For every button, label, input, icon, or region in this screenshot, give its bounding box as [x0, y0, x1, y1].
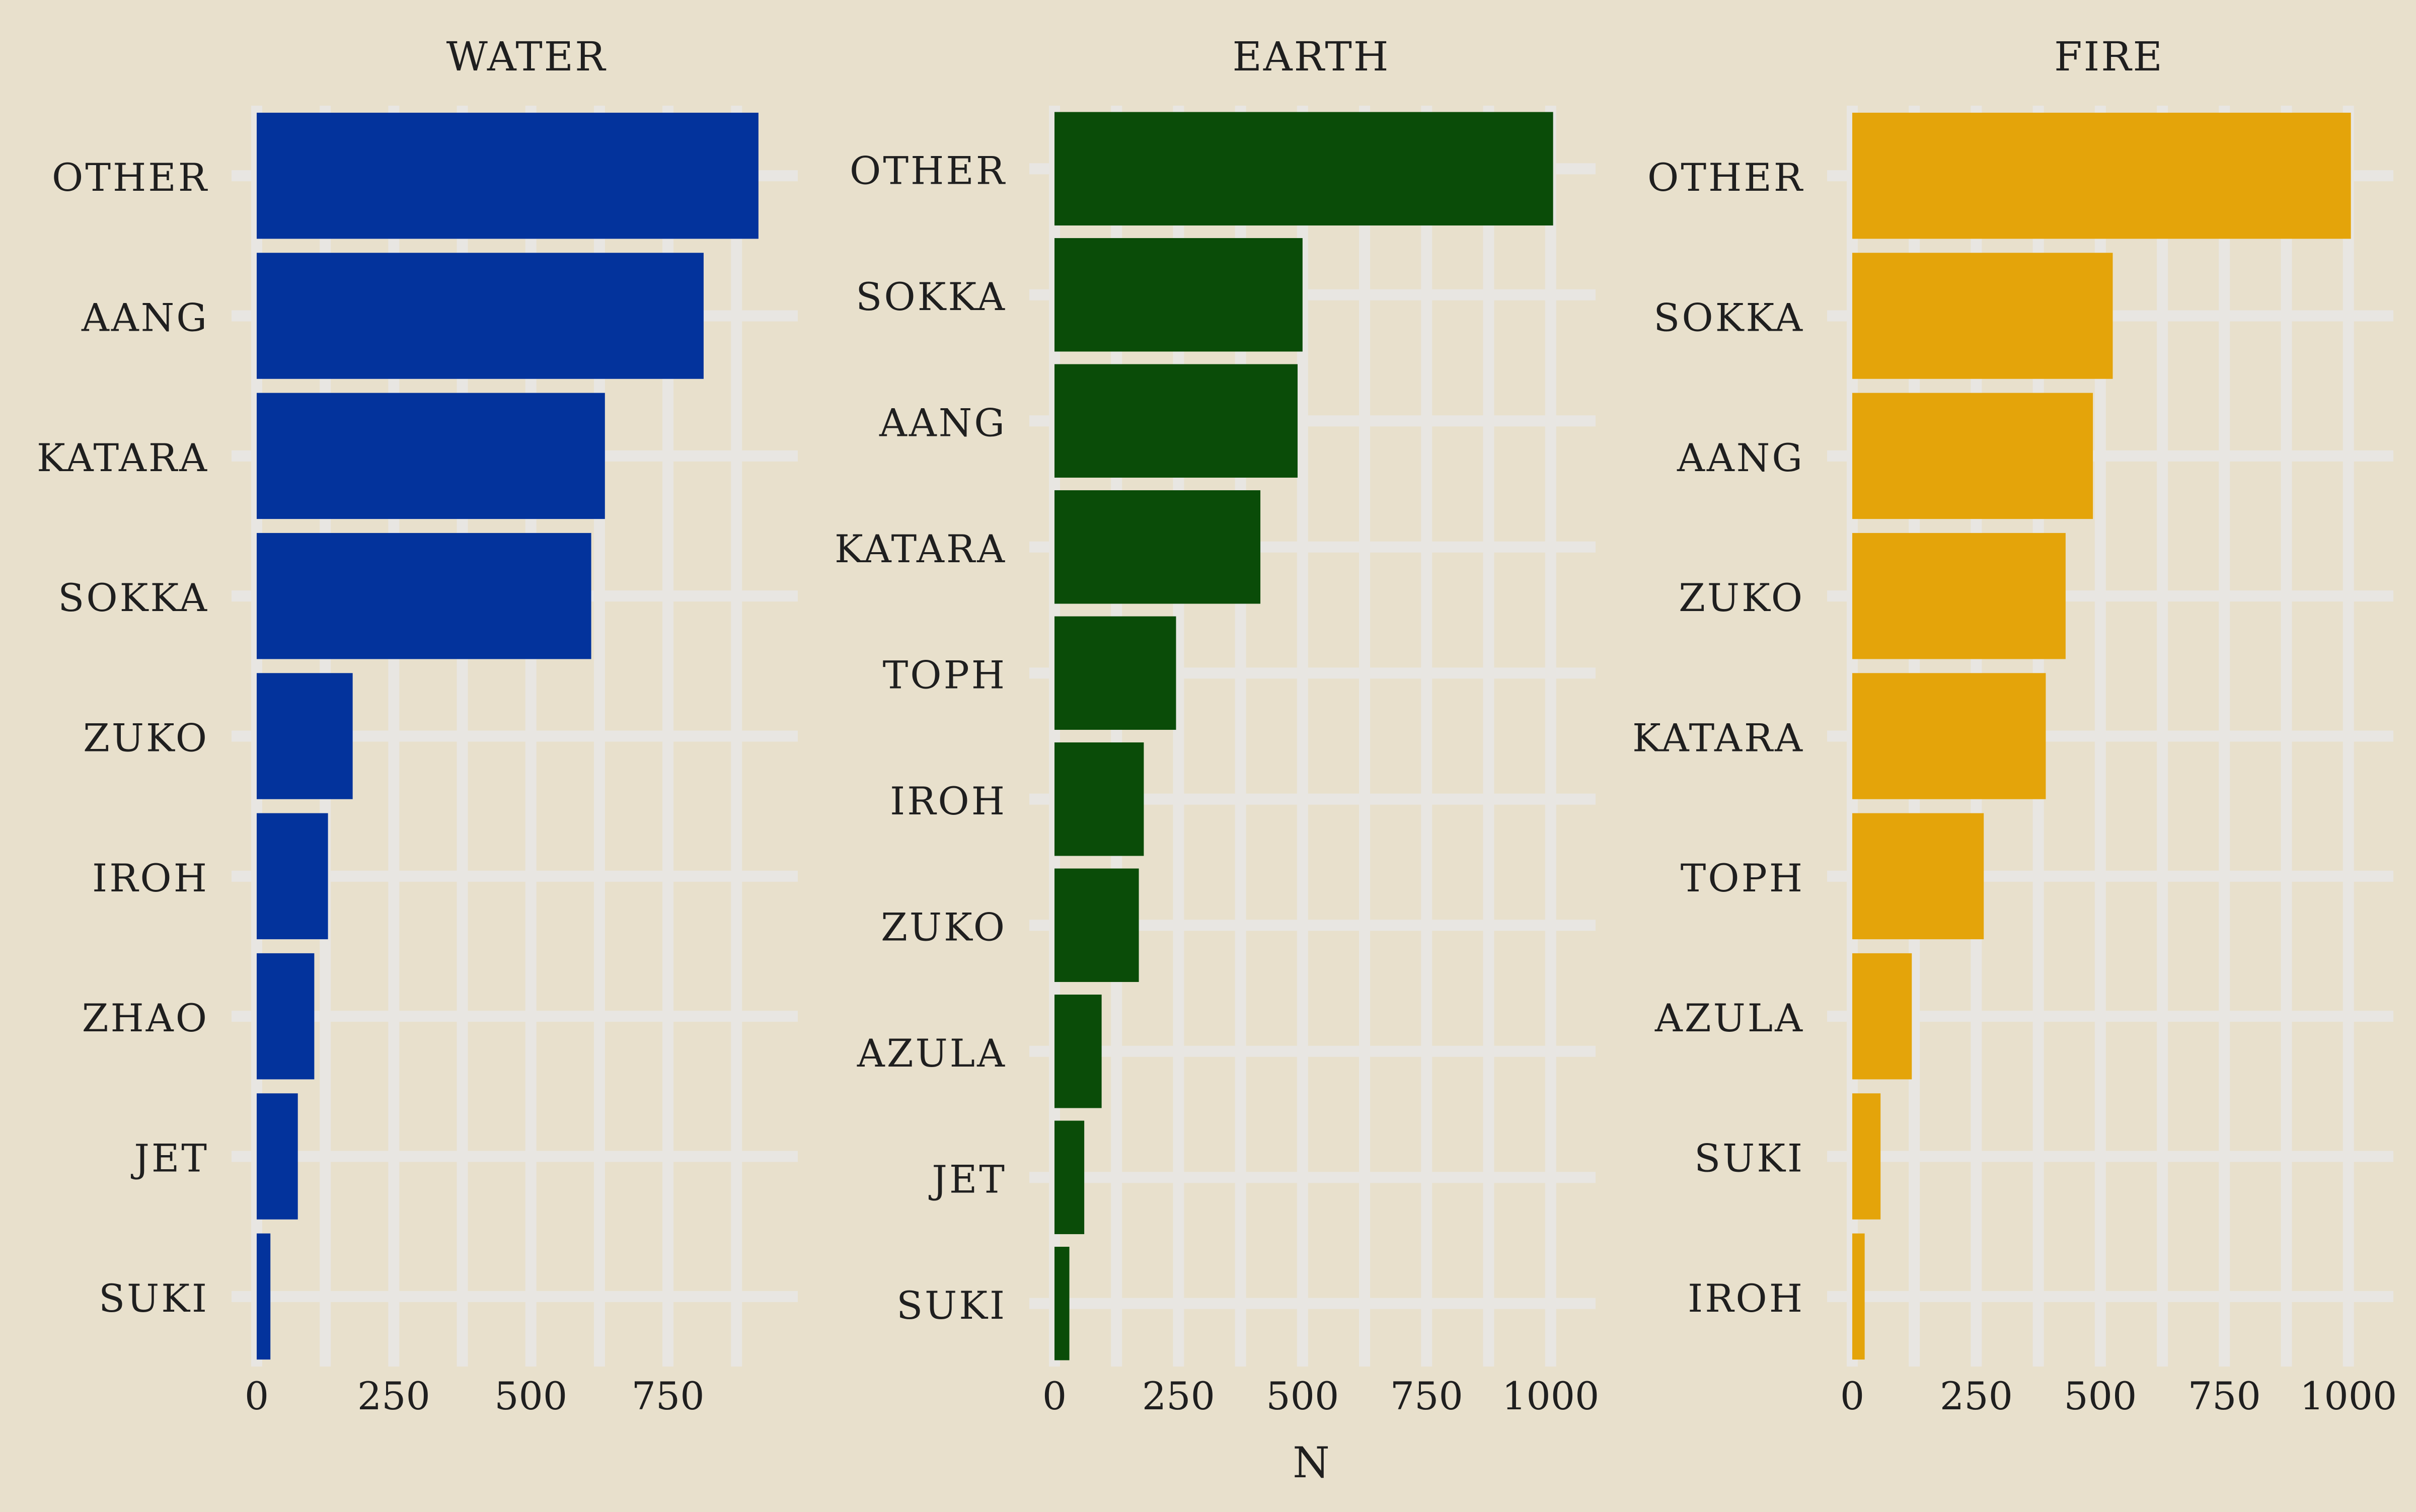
bar-aang	[1054, 364, 1298, 478]
category-label: IROH	[1688, 1276, 1804, 1321]
x-tick-label: 750	[1390, 1374, 1463, 1418]
x-tick-label: 0	[1840, 1374, 1864, 1418]
x-tick-label: 750	[632, 1374, 705, 1418]
bar-other	[257, 112, 759, 239]
category-label: SOKKA	[856, 274, 1007, 319]
panel-title: EARTH	[1232, 33, 1390, 80]
category-label: JET	[928, 1157, 1007, 1201]
x-tick-label: 250	[1142, 1374, 1215, 1418]
bar-zuko	[1054, 868, 1139, 982]
bar-zuko	[1852, 533, 2066, 659]
category-label: SOKKA	[58, 575, 209, 620]
bar-other	[1054, 112, 1553, 225]
bar-toph	[1054, 616, 1176, 730]
bar-jet	[1054, 1120, 1085, 1234]
category-label: IROH	[92, 856, 209, 900]
x-tick-label: 250	[1940, 1374, 2013, 1418]
x-axis-label: N	[1293, 1438, 1330, 1487]
bar-suki	[1852, 1093, 1881, 1220]
category-label: KATARA	[835, 526, 1007, 571]
x-tick-label: 0	[245, 1374, 269, 1418]
category-label: ZUKO	[881, 904, 1007, 949]
category-label: OTHER	[850, 148, 1007, 193]
bar-jet	[257, 1093, 298, 1220]
category-label: AANG	[81, 295, 209, 340]
category-label: SUKI	[896, 1283, 1007, 1328]
category-label: SUKI	[99, 1276, 209, 1321]
bar-suki	[1054, 1247, 1070, 1360]
panel-title: WATER	[446, 33, 607, 80]
category-label: KATARA	[1632, 716, 1804, 761]
category-label: SOKKA	[1653, 295, 1804, 340]
bar-iroh	[1852, 1233, 1865, 1360]
bar-other	[1852, 112, 2351, 239]
category-label: ZHAO	[82, 996, 209, 1040]
category-label: OTHER	[52, 155, 209, 200]
category-label: SUKI	[1694, 1136, 1804, 1181]
bar-zuko	[257, 673, 353, 799]
x-tick-label: 0	[1042, 1374, 1067, 1418]
bar-sokka	[1852, 253, 2113, 379]
category-label: KATARA	[37, 435, 209, 480]
x-tick-label: 1000	[1502, 1374, 1599, 1418]
x-tick-label: 1000	[2300, 1374, 2397, 1418]
bar-aang	[1852, 393, 2093, 519]
category-label: AZULA	[857, 1031, 1007, 1076]
bar-iroh	[1054, 742, 1144, 856]
bar-iroh	[257, 813, 328, 940]
x-tick-label: 750	[2188, 1374, 2261, 1418]
bar-sokka	[257, 533, 591, 659]
bar-azula	[1852, 953, 1912, 1080]
category-label: JET	[130, 1136, 209, 1181]
x-tick-label: 500	[2064, 1374, 2137, 1418]
category-label: TOPH	[883, 652, 1007, 697]
category-label: TOPH	[1681, 856, 1804, 900]
category-label: ZUKO	[83, 716, 209, 761]
x-tick-label: 250	[357, 1374, 430, 1418]
category-label: AANG	[1677, 435, 1804, 480]
category-label: IROH	[890, 779, 1007, 823]
bar-toph	[1852, 813, 1984, 940]
bar-katara	[1054, 490, 1261, 604]
category-label: ZUKO	[1679, 575, 1804, 620]
x-tick-label: 500	[494, 1374, 567, 1418]
bar-azula	[1054, 995, 1102, 1108]
bar-aang	[257, 253, 704, 379]
bar-katara	[257, 393, 605, 519]
bar-sokka	[1054, 238, 1303, 352]
category-label: AZULA	[1654, 996, 1804, 1040]
panel-title: FIRE	[2054, 33, 2164, 80]
bar-katara	[1852, 673, 2046, 799]
x-tick-label: 500	[1266, 1374, 1339, 1418]
bar-suki	[257, 1233, 271, 1360]
category-label: AANG	[879, 400, 1007, 445]
category-label: OTHER	[1647, 155, 1804, 200]
bar-zhao	[257, 953, 315, 1080]
